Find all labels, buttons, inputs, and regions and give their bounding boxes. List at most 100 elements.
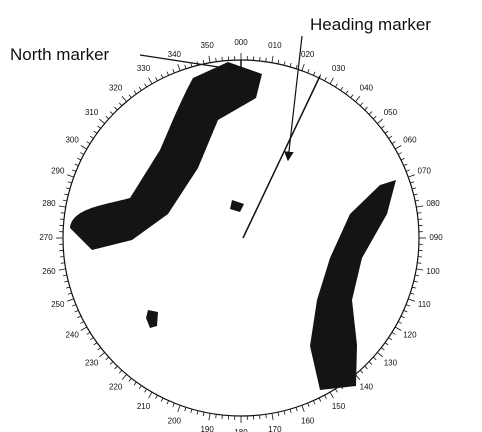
tick	[161, 398, 163, 402]
radar-diagram: 0000100200300400500600700800901001101201…	[0, 0, 482, 432]
tick	[302, 405, 304, 412]
tick	[377, 119, 382, 123]
tick	[90, 136, 93, 138]
tick	[81, 327, 87, 331]
tick	[99, 119, 104, 123]
tick	[290, 409, 291, 413]
tick	[404, 310, 408, 312]
bearing-label: 050	[384, 108, 398, 117]
tick	[156, 395, 158, 399]
tick	[401, 158, 405, 160]
tick	[68, 182, 72, 183]
tick	[106, 116, 109, 119]
tick	[75, 164, 79, 166]
bearing-label: 240	[65, 331, 79, 340]
tick	[373, 357, 376, 360]
tick	[156, 77, 158, 81]
tick	[266, 414, 267, 418]
tick	[66, 287, 70, 288]
tick	[290, 63, 291, 67]
bearing-label: 110	[418, 300, 431, 309]
tick	[98, 348, 101, 350]
tick	[94, 131, 97, 133]
bearing-label: 180	[234, 428, 248, 432]
tick	[145, 389, 147, 392]
bearing-label: 070	[418, 166, 432, 175]
tick	[87, 332, 90, 334]
bearing-label: 030	[332, 64, 346, 73]
tick	[90, 338, 93, 340]
tick	[416, 269, 423, 270]
tick	[203, 412, 204, 416]
bearing-label: 040	[360, 84, 374, 93]
heading-arrow	[288, 36, 302, 160]
bearing-label: 260	[42, 267, 56, 276]
tick	[278, 60, 279, 64]
tick	[59, 206, 66, 207]
tick	[395, 327, 401, 331]
tick	[284, 411, 285, 415]
tick	[134, 91, 136, 94]
tick	[410, 293, 414, 294]
bearing-label: 300	[65, 136, 79, 145]
tick	[313, 401, 315, 405]
tick	[414, 281, 418, 282]
tick	[325, 395, 327, 399]
tick	[64, 281, 68, 282]
tick	[122, 374, 126, 379]
bearing-label: 340	[168, 50, 182, 59]
tick	[417, 263, 421, 264]
tick	[68, 293, 72, 294]
tick	[106, 357, 109, 360]
tick	[313, 72, 315, 76]
tick	[122, 96, 126, 101]
bearing-label: 250	[51, 300, 65, 309]
tick	[67, 175, 74, 177]
target-echo	[146, 310, 158, 328]
tick	[408, 175, 415, 177]
bearing-label: 130	[384, 358, 398, 367]
tick	[414, 194, 418, 195]
tick	[365, 366, 368, 369]
tick	[392, 142, 395, 144]
tick	[406, 305, 410, 306]
tick	[178, 405, 180, 412]
bearing-label: 350	[200, 41, 214, 50]
tick	[185, 407, 186, 411]
tick	[369, 362, 372, 365]
tick	[410, 182, 414, 183]
tick	[330, 392, 334, 398]
bearing-label: 020	[301, 50, 315, 59]
tick	[61, 213, 65, 214]
tick	[185, 65, 186, 69]
tick	[134, 382, 136, 385]
tick	[325, 77, 327, 81]
tick	[335, 84, 337, 87]
bearing-label: 200	[168, 416, 182, 425]
tick	[203, 60, 204, 64]
tick	[191, 63, 192, 67]
tick	[77, 316, 81, 318]
tick	[266, 58, 267, 62]
tick	[369, 112, 372, 115]
tick	[395, 146, 401, 150]
tick	[296, 65, 297, 69]
bearing-label: 150	[332, 402, 346, 411]
tick	[284, 61, 285, 65]
bearing-label: 290	[51, 166, 65, 175]
heading-line	[243, 76, 320, 238]
tick	[381, 348, 384, 350]
tick	[398, 322, 402, 324]
tick	[173, 403, 174, 407]
bearing-label: 230	[85, 358, 99, 367]
tick	[351, 95, 353, 98]
tick	[360, 370, 363, 373]
tick	[335, 389, 337, 392]
tick	[72, 170, 76, 171]
tick	[81, 146, 87, 150]
tick	[209, 413, 210, 420]
tick	[66, 188, 70, 189]
tick	[365, 107, 368, 110]
tick	[115, 107, 118, 110]
tick	[416, 206, 423, 207]
